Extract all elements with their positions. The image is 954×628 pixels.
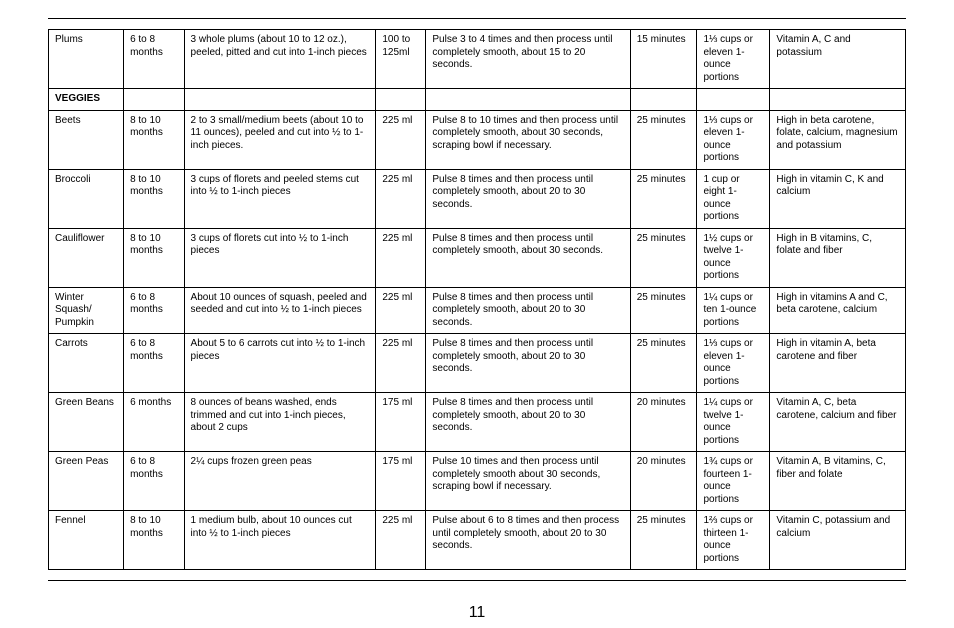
- cook-time: 25 minutes: [630, 287, 697, 334]
- cook-time: 25 minutes: [630, 110, 697, 169]
- nutrients: High in beta carotene, folate, calcium, …: [770, 110, 906, 169]
- food-name: Beets: [49, 110, 124, 169]
- yield: 1¾ cups or fourteen 1-ounce portions: [697, 452, 770, 511]
- age-range: 8 to 10 months: [124, 511, 184, 570]
- empty-cell: [124, 89, 184, 111]
- table-row: Fennel8 to 10 months1 medium bulb, about…: [49, 511, 906, 570]
- yield: 1 cup or eight 1-ounce portions: [697, 169, 770, 228]
- bottom-rule: [48, 580, 906, 581]
- food-name: Plums: [49, 30, 124, 89]
- table-row: Broccoli8 to 10 months3 cups of florets …: [49, 169, 906, 228]
- preparation: About 5 to 6 carrots cut into ½ to 1-inc…: [184, 334, 376, 393]
- liquid-amount: 225 ml: [376, 511, 426, 570]
- processing: Pulse about 6 to 8 times and then proces…: [426, 511, 630, 570]
- food-name: Winter Squash/ Pumpkin: [49, 287, 124, 334]
- age-range: 6 to 8 months: [124, 334, 184, 393]
- nutrients: Vitamin A, C and potassium: [770, 30, 906, 89]
- nutrients: High in vitamins A and C, beta carotene,…: [770, 287, 906, 334]
- age-range: 6 to 8 months: [124, 452, 184, 511]
- preparation: About 10 ounces of squash, peeled and se…: [184, 287, 376, 334]
- preparation: 3 cups of florets cut into ½ to 1-inch p…: [184, 228, 376, 287]
- age-range: 6 months: [124, 393, 184, 452]
- preparation: 8 ounces of beans washed, ends trimmed a…: [184, 393, 376, 452]
- processing: Pulse 8 times and then process until com…: [426, 169, 630, 228]
- empty-cell: [630, 89, 697, 111]
- food-name: Broccoli: [49, 169, 124, 228]
- section-header-cell: VEGGIES: [49, 89, 124, 111]
- nutrients: Vitamin A, C, beta carotene, calcium and…: [770, 393, 906, 452]
- yield: 1⅔ cups or thirteen 1-ounce portions: [697, 511, 770, 570]
- nutrients: High in vitamin C, K and calcium: [770, 169, 906, 228]
- top-rule: [48, 18, 906, 19]
- table-row: Cauliflower8 to 10 months3 cups of flore…: [49, 228, 906, 287]
- preparation: 1 medium bulb, about 10 ounces cut into …: [184, 511, 376, 570]
- table-row: Plums6 to 8 months3 whole plums (about 1…: [49, 30, 906, 89]
- liquid-amount: 225 ml: [376, 287, 426, 334]
- yield: 1¼ cups or ten 1-ounce portions: [697, 287, 770, 334]
- liquid-amount: 100 to 125ml: [376, 30, 426, 89]
- cook-time: 20 minutes: [630, 452, 697, 511]
- cook-time: 25 minutes: [630, 334, 697, 393]
- empty-cell: [770, 89, 906, 111]
- yield: 1¼ cups or twelve 1-ounce portions: [697, 393, 770, 452]
- processing: Pulse 3 to 4 times and then process unti…: [426, 30, 630, 89]
- processing: Pulse 8 times and then process until com…: [426, 287, 630, 334]
- cook-time: 15 minutes: [630, 30, 697, 89]
- table-row: Green Peas6 to 8 months2¼ cups frozen gr…: [49, 452, 906, 511]
- liquid-amount: 225 ml: [376, 110, 426, 169]
- preparation: 2¼ cups frozen green peas: [184, 452, 376, 511]
- page-number: 11: [0, 604, 954, 622]
- nutrients: Vitamin A, B vitamins, C, fiber and fola…: [770, 452, 906, 511]
- liquid-amount: 225 ml: [376, 169, 426, 228]
- processing: Pulse 8 times and then process until com…: [426, 228, 630, 287]
- table-row: Winter Squash/ Pumpkin6 to 8 monthsAbout…: [49, 287, 906, 334]
- nutrients: High in vitamin A, beta carotene and fib…: [770, 334, 906, 393]
- cook-time: 20 minutes: [630, 393, 697, 452]
- empty-cell: [426, 89, 630, 111]
- table-row: Beets8 to 10 months2 to 3 small/medium b…: [49, 110, 906, 169]
- age-range: 8 to 10 months: [124, 169, 184, 228]
- preparation: 2 to 3 small/medium beets (about 10 to 1…: [184, 110, 376, 169]
- yield: 1⅓ cups or eleven 1-ounce portions: [697, 110, 770, 169]
- age-range: 8 to 10 months: [124, 110, 184, 169]
- food-name: Fennel: [49, 511, 124, 570]
- yield: 1⅓ cups or eleven 1-ounce portions: [697, 30, 770, 89]
- nutrients: High in B vitamins, C, folate and fiber: [770, 228, 906, 287]
- food-name: Green Peas: [49, 452, 124, 511]
- table-row: Green Beans6 months8 ounces of beans was…: [49, 393, 906, 452]
- food-name: Green Beans: [49, 393, 124, 452]
- empty-cell: [697, 89, 770, 111]
- nutrients: Vitamin C, potassium and calcium: [770, 511, 906, 570]
- liquid-amount: 225 ml: [376, 228, 426, 287]
- processing: Pulse 10 times and then process until co…: [426, 452, 630, 511]
- processing: Pulse 8 to 10 times and then process unt…: [426, 110, 630, 169]
- liquid-amount: 175 ml: [376, 452, 426, 511]
- yield: 1½ cups or twelve 1-ounce portions: [697, 228, 770, 287]
- preparation: 3 cups of florets and peeled stems cut i…: [184, 169, 376, 228]
- age-range: 8 to 10 months: [124, 228, 184, 287]
- empty-cell: [184, 89, 376, 111]
- processing: Pulse 8 times and then process until com…: [426, 393, 630, 452]
- table-row: Carrots6 to 8 monthsAbout 5 to 6 carrots…: [49, 334, 906, 393]
- cook-time: 25 minutes: [630, 169, 697, 228]
- age-range: 6 to 8 months: [124, 287, 184, 334]
- liquid-amount: 175 ml: [376, 393, 426, 452]
- food-name: Cauliflower: [49, 228, 124, 287]
- liquid-amount: 225 ml: [376, 334, 426, 393]
- food-name: Carrots: [49, 334, 124, 393]
- cook-time: 25 minutes: [630, 228, 697, 287]
- preparation: 3 whole plums (about 10 to 12 oz.), peel…: [184, 30, 376, 89]
- empty-cell: [376, 89, 426, 111]
- baby-food-table: Plums6 to 8 months3 whole plums (about 1…: [48, 29, 906, 570]
- age-range: 6 to 8 months: [124, 30, 184, 89]
- yield: 1⅓ cups or eleven 1-ounce portions: [697, 334, 770, 393]
- page: Plums6 to 8 months3 whole plums (about 1…: [0, 0, 954, 581]
- table-row: VEGGIES: [49, 89, 906, 111]
- cook-time: 25 minutes: [630, 511, 697, 570]
- processing: Pulse 8 times and then process until com…: [426, 334, 630, 393]
